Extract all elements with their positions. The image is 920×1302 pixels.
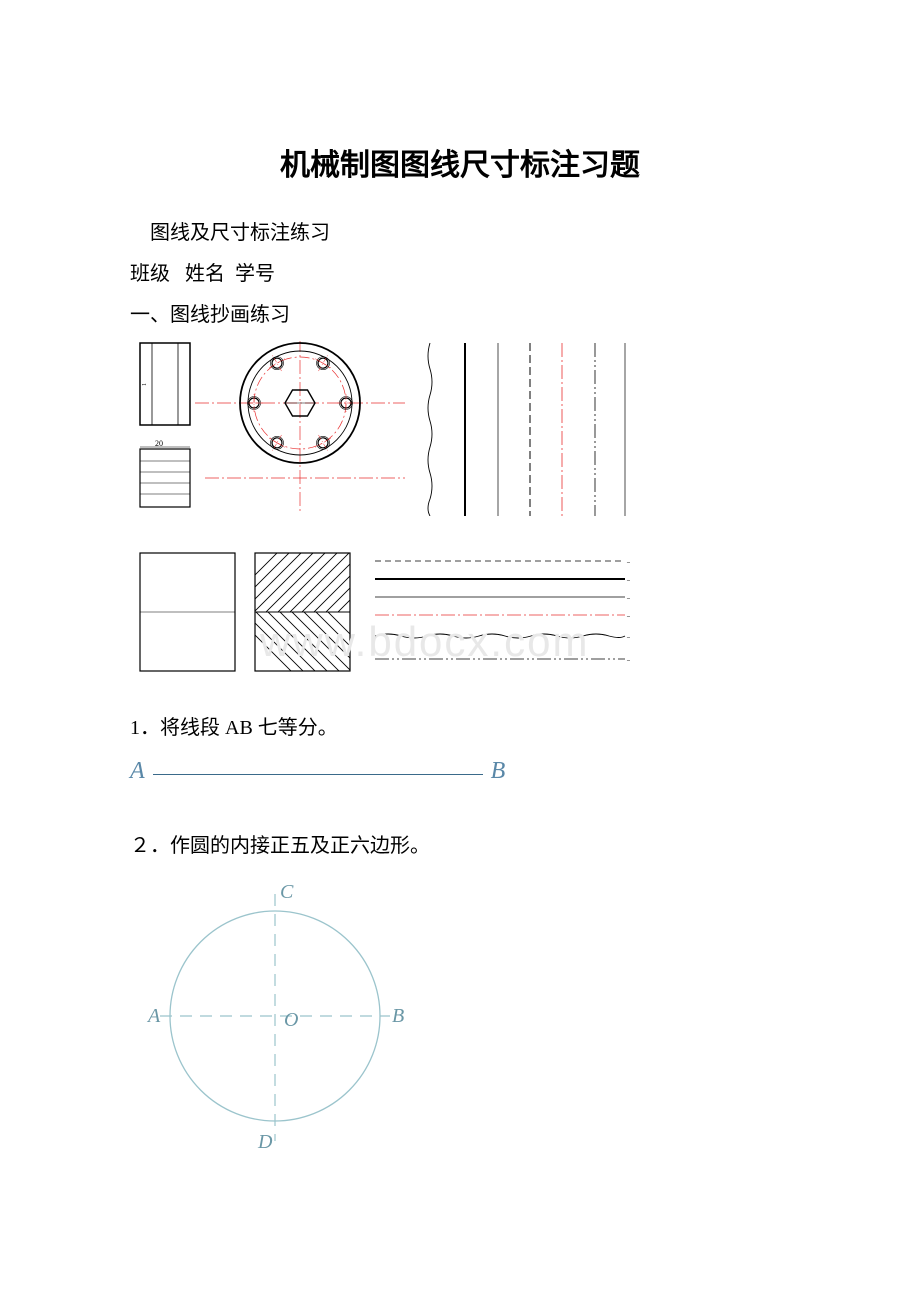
sample-rect-top: 1 xyxy=(140,343,190,425)
horizontal-line-samples: – – – – – – xyxy=(375,557,630,664)
point-b-label: B xyxy=(491,758,506,785)
sample-rect-bottom: 20 xyxy=(140,439,190,507)
page-title: 机械制图图线尺寸标注习题 xyxy=(130,140,790,184)
svg-text:–: – xyxy=(626,655,630,664)
svg-text:–: – xyxy=(626,557,630,566)
student-info: 班级 姓名 学号 xyxy=(130,257,790,286)
question-1: 1．将线段 AB 七等分。 xyxy=(130,711,790,740)
svg-text:1: 1 xyxy=(142,383,148,386)
svg-text:C: C xyxy=(280,881,294,903)
circle-figure: A B C D O xyxy=(140,876,790,1161)
svg-text:B: B xyxy=(392,1005,404,1027)
subtitle: 图线及尺寸标注练习 xyxy=(130,216,790,245)
svg-text:–: – xyxy=(626,632,630,641)
svg-text:O: O xyxy=(284,1009,298,1031)
plain-rect xyxy=(140,553,235,671)
svg-text:–: – xyxy=(626,593,630,602)
question-2: ２．作圆的内接正五及正六边形。 xyxy=(130,829,790,858)
flange-drawing xyxy=(195,341,405,513)
name-label: 姓名 xyxy=(185,263,225,285)
svg-text:–: – xyxy=(626,611,630,620)
figure-linetypes-lower: – – – – – – xyxy=(130,551,790,681)
svg-text:A: A xyxy=(146,1005,161,1027)
point-a-label: A xyxy=(130,758,145,785)
class-label: 班级 xyxy=(130,263,170,285)
line-ab: A B xyxy=(130,758,790,785)
segment-ab xyxy=(153,774,483,775)
figure-linetypes-upper: 1 20 xyxy=(130,341,790,521)
svg-text:–: – xyxy=(626,575,630,584)
svg-text:D: D xyxy=(257,1131,273,1153)
vertical-line-samples xyxy=(428,343,625,516)
svg-text:20: 20 xyxy=(155,439,163,448)
hatched-rect xyxy=(245,551,365,676)
section-1-heading: 一、图线抄画练习 xyxy=(130,298,790,327)
id-label: 学号 xyxy=(235,263,275,285)
